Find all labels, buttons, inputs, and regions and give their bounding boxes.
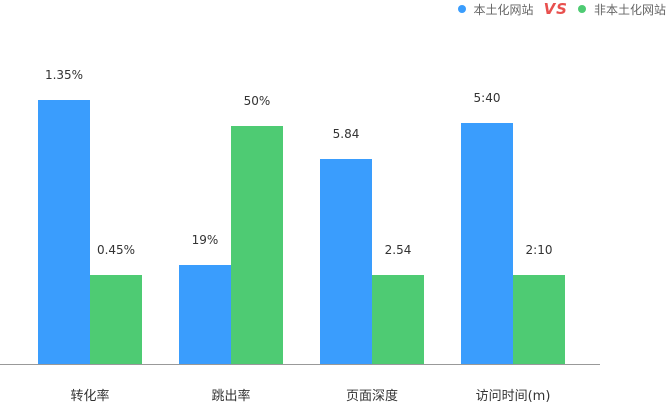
x-tick-label-0: 转化率 [70, 388, 109, 403]
data-label-series-a-1: 19% [192, 233, 219, 247]
data-label-series-b-0: 0.45% [97, 243, 135, 257]
data-label-series-a-2: 5.84 [333, 127, 360, 141]
legend-label-series-a: 本土化网站 [473, 2, 534, 17]
data-label-series-a-0: 1.35% [45, 68, 83, 82]
bar-series-b-0 [90, 275, 142, 364]
data-label-series-b-1: 50% [244, 94, 271, 108]
bar-series-b-3 [513, 275, 565, 364]
x-tick-label-2: 页面深度 [346, 388, 398, 403]
bar-series-b-2 [372, 275, 424, 364]
legend: 本土化网站 VS 非本土化网站 [457, 0, 666, 18]
legend-item-series-a: 本土化网站 [457, 1, 534, 18]
x-tick-label-3: 访问时间(m) [476, 389, 551, 403]
legend-item-series-b: 非本土化网站 [577, 1, 666, 18]
bar-series-a-3 [461, 123, 513, 364]
bar-series-a-0 [38, 100, 90, 364]
data-label-series-b-3: 2:10 [526, 243, 553, 257]
bar-series-a-1 [179, 265, 231, 364]
bar-series-a-2 [320, 159, 372, 364]
legend-swatch-series-b [577, 5, 586, 13]
legend-vs-label: VS [543, 0, 568, 18]
legend-label-series-b: 非本土化网站 [593, 2, 666, 17]
bar-series-b-1 [231, 126, 283, 364]
legend-swatch-series-a [457, 5, 466, 13]
data-label-series-b-2: 2.54 [385, 243, 412, 257]
data-label-series-a-3: 5:40 [474, 91, 501, 105]
x-tick-label-1: 跳出率 [211, 388, 250, 403]
